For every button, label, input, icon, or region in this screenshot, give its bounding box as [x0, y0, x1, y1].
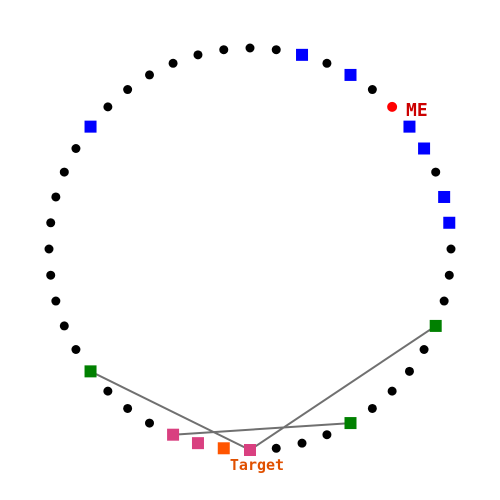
- blue-marker: [438, 190, 451, 203]
- board-dot: [51, 296, 61, 306]
- blue-marker: [403, 120, 416, 133]
- board-dot: [297, 438, 307, 448]
- blue-marker: [443, 216, 456, 229]
- link-line: [173, 422, 351, 436]
- target-label: Target: [230, 456, 284, 474]
- board-dot: [103, 386, 113, 396]
- pink-marker: [191, 437, 204, 450]
- board-dot: [446, 244, 456, 254]
- green-marker: [84, 365, 97, 378]
- board-dot: [51, 192, 61, 202]
- board-dot: [59, 167, 69, 177]
- blue-marker: [84, 120, 97, 133]
- target-marker: [217, 442, 230, 455]
- pink-marker: [167, 428, 180, 441]
- board-dot: [44, 244, 54, 254]
- board-dot: [404, 366, 414, 376]
- me-marker: [387, 101, 398, 112]
- board-dot: [367, 403, 377, 413]
- board-dot: [123, 403, 133, 413]
- board-dot: [145, 70, 154, 80]
- board-dot: [193, 50, 203, 60]
- me-label: ME: [406, 100, 428, 121]
- blue-marker: [296, 48, 309, 61]
- board-dot: [367, 85, 377, 95]
- board-dot: [322, 58, 332, 68]
- board-dot: [123, 85, 133, 95]
- board-dot: [71, 345, 81, 354]
- board-dot: [245, 43, 255, 53]
- dots-layer: [44, 43, 456, 453]
- board-dot: [145, 418, 154, 428]
- board-dot: [71, 144, 81, 153]
- pink-marker: [244, 444, 256, 456]
- board-dot: [46, 270, 56, 280]
- board-dot: [271, 45, 281, 55]
- link-line: [90, 370, 251, 451]
- links-layer: [90, 325, 437, 451]
- green-marker: [429, 319, 442, 332]
- markers-layer: [84, 48, 456, 456]
- board-dot: [59, 321, 69, 331]
- board-dot: [439, 296, 449, 306]
- board-dot: [387, 386, 397, 396]
- link-line: [249, 325, 437, 451]
- board-dot: [46, 218, 56, 228]
- blue-marker: [418, 142, 431, 155]
- green-marker: [344, 417, 357, 430]
- board-dot: [271, 443, 281, 453]
- board-dot: [168, 58, 178, 68]
- board-dot: [103, 102, 113, 112]
- board-dot: [419, 345, 429, 354]
- board-dot: [322, 430, 332, 440]
- board-dot: [444, 270, 454, 280]
- blue-marker: [344, 68, 357, 81]
- board-dot: [431, 167, 441, 177]
- board-dot: [219, 45, 229, 55]
